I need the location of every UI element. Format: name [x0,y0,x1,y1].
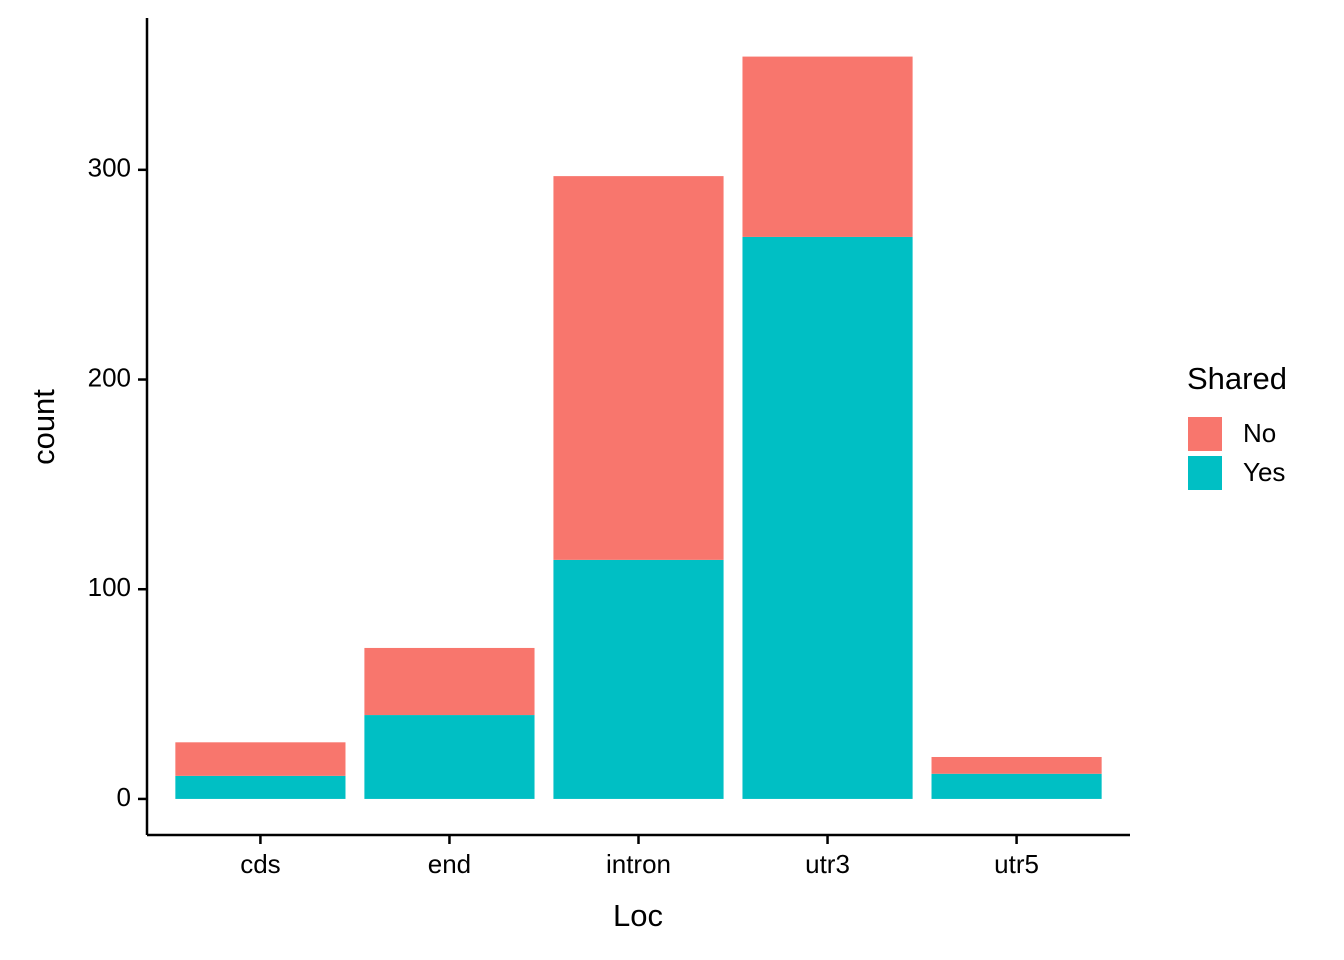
legend-title: Shared [1187,361,1287,396]
x-tick-label: utr5 [994,849,1039,879]
bar-segment [931,773,1102,799]
x-tick-label: utr3 [805,849,850,879]
x-tick-label: end [428,849,471,879]
y-tick-label: 200 [88,362,131,392]
x-tick-label: cds [240,849,280,879]
y-tick-label: 300 [88,153,131,183]
x-tick-label: intron [606,849,671,879]
y-axis-title: count [26,389,61,465]
bar-segment [175,742,346,776]
y-tick-label: 0 [117,782,131,812]
legend-key [1188,456,1222,490]
bar-segment [553,559,724,799]
bar-segment [364,647,535,716]
legend-label: Yes [1243,457,1285,487]
bar-segment [364,715,535,799]
y-tick-label: 100 [88,572,131,602]
bar-segment [931,756,1102,774]
legend-key [1188,417,1222,451]
legend-label: No [1243,418,1276,448]
bar-segment [742,56,913,237]
bar-segment [553,176,724,560]
x-axis-title: Loc [613,898,663,933]
bar-segment [175,775,346,799]
bar-segment [742,236,913,799]
